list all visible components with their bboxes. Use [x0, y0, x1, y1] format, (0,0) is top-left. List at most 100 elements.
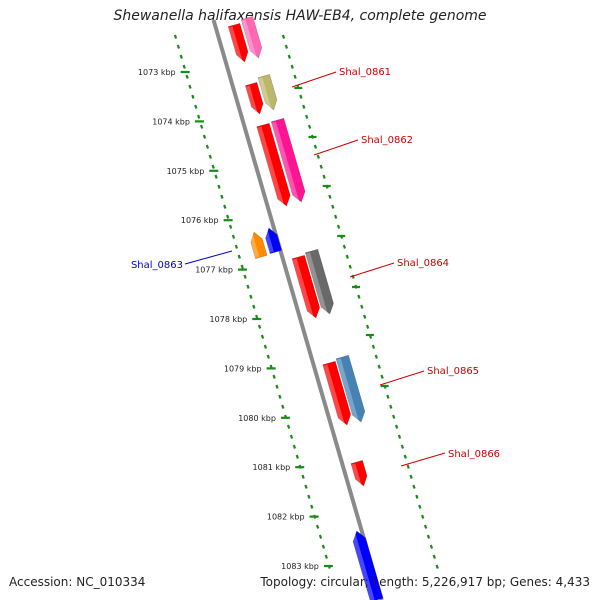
gene-0863-product-arrow — [250, 231, 268, 260]
feature-layer — [227, 15, 384, 600]
kbp-tick-label: 1081 kbp — [253, 463, 291, 472]
minor-tick-left — [315, 524, 320, 529]
gene-label[interactable]: Shal_0864 — [397, 258, 449, 269]
gene-0861-cds-highlight — [245, 85, 258, 115]
minor-tick-left — [185, 74, 189, 79]
gene-0862-cds-highlight — [257, 126, 285, 207]
minor-tick-left — [243, 274, 247, 279]
minor-tick-left — [205, 144, 210, 149]
minor-tick-right — [409, 474, 413, 479]
minor-tick-right — [365, 324, 370, 329]
minor-tick-left — [263, 344, 268, 349]
gene-0862-cds — [256, 122, 291, 207]
kbp-tick-label: 1082 kbp — [267, 513, 305, 522]
gene-0864-cds — [291, 254, 321, 319]
minor-tick-left — [226, 214, 230, 219]
gene-0864-cds-highlight — [292, 258, 314, 319]
minor-tick-right — [313, 144, 318, 149]
gene-label[interactable]: Shal_0862 — [361, 135, 413, 146]
minor-tick-right — [389, 404, 393, 409]
minor-tick-right — [307, 124, 312, 129]
minor-tick-left — [275, 384, 279, 389]
gene-label-leader — [379, 370, 425, 386]
gene-label[interactable]: Shal_0866 — [448, 449, 500, 460]
minor-tick-right — [360, 304, 364, 309]
genome-stats-text: Topology: circular; Length: 5,226,917 bp… — [260, 575, 590, 589]
gene-label-leader — [349, 262, 395, 278]
minor-tick-left — [260, 334, 265, 339]
gene-0865-cds — [322, 360, 352, 426]
minor-tick-right — [403, 454, 407, 459]
minor-tick-right — [319, 164, 323, 169]
minor-tick-right — [392, 414, 396, 419]
gene-0863-product — [248, 231, 268, 260]
minor-tick-right — [394, 424, 399, 429]
minor-tick-left — [234, 244, 239, 249]
gene-0861-cds-arrow — [244, 81, 264, 115]
gene-top-cds — [227, 22, 249, 63]
minor-tick-right — [377, 364, 381, 369]
minor-tick-left — [237, 254, 241, 259]
minor-tick-right — [305, 114, 309, 119]
minor-tick-right — [432, 554, 436, 559]
minor-tick-right — [423, 524, 428, 529]
minor-tick-left — [272, 374, 276, 379]
gene-0865-product-arrow — [335, 354, 366, 423]
gene-label[interactable]: Shal_0863 — [131, 260, 183, 271]
minor-tick-left — [220, 194, 224, 199]
gene-0862-product-arrow — [270, 117, 306, 203]
minor-tick-left — [278, 394, 282, 399]
kbp-tick-label: 1077 kbp — [195, 266, 233, 275]
gene-top-cds-arrow — [227, 22, 249, 63]
minor-tick-right — [380, 374, 384, 379]
gene-0862-cds-arrow — [256, 122, 291, 207]
minor-tick-right — [371, 344, 376, 349]
minor-tick-left — [231, 234, 236, 239]
minor-tick-left — [223, 204, 227, 209]
minor-tick-left — [191, 94, 195, 99]
minor-tick-left — [176, 44, 181, 49]
minor-tick-right — [287, 54, 291, 59]
gene-0862-product — [270, 117, 306, 203]
gene-0861-product — [257, 73, 278, 111]
gene-top-cds-highlight — [228, 26, 243, 63]
minor-tick-right — [322, 174, 326, 179]
minor-tick-left — [286, 424, 291, 429]
minor-tick-right — [386, 394, 390, 399]
minor-tick-left — [179, 54, 183, 59]
minor-tick-right — [421, 514, 425, 519]
minor-tick-right — [363, 314, 367, 319]
minor-tick-right — [374, 354, 378, 359]
minor-tick-right — [336, 224, 341, 229]
tick-layer: 1073 kbp 1074 kbp 1075 kbp 1076 kbp 1077 kbp… — [138, 34, 439, 571]
minor-tick-left — [292, 444, 297, 449]
label-layer: Shal_0861 Shal_0862 Shal_0863 Shal_0864 Shal… — [131, 67, 500, 467]
minor-tick-left — [295, 454, 299, 459]
gene-bottom-cds-highlight — [350, 532, 375, 600]
minor-tick-left — [199, 124, 204, 129]
kbp-tick-label: 1073 kbp — [138, 68, 176, 77]
gene-0864-cds-arrow — [291, 254, 321, 319]
gene-0865-product — [335, 354, 366, 423]
gene-label-leader — [313, 139, 359, 156]
minor-tick-left — [188, 84, 192, 89]
kbp-tick-label: 1079 kbp — [224, 364, 262, 373]
minor-tick-left — [310, 504, 314, 509]
minor-tick-right — [281, 34, 286, 39]
minor-tick-right — [435, 564, 439, 569]
minor-tick-right — [348, 264, 352, 269]
backbone-layer — [211, 19, 384, 600]
gene-0863-product-highlight — [248, 233, 260, 258]
minor-tick-left — [266, 354, 270, 359]
gene-label[interactable]: Shal_0865 — [427, 366, 479, 377]
minor-tick-right — [299, 94, 303, 99]
minor-tick-right — [334, 214, 338, 219]
kbp-tick-label: 1076 kbp — [181, 216, 219, 225]
gene-bottom-cds — [350, 530, 384, 600]
kbp-tick-label: 1078 kbp — [210, 315, 248, 324]
gene-label[interactable]: Shal_0861 — [339, 67, 391, 78]
minor-tick-left — [252, 304, 256, 309]
minor-tick-left — [208, 154, 212, 159]
gene-0862-product-highlight — [271, 121, 300, 203]
